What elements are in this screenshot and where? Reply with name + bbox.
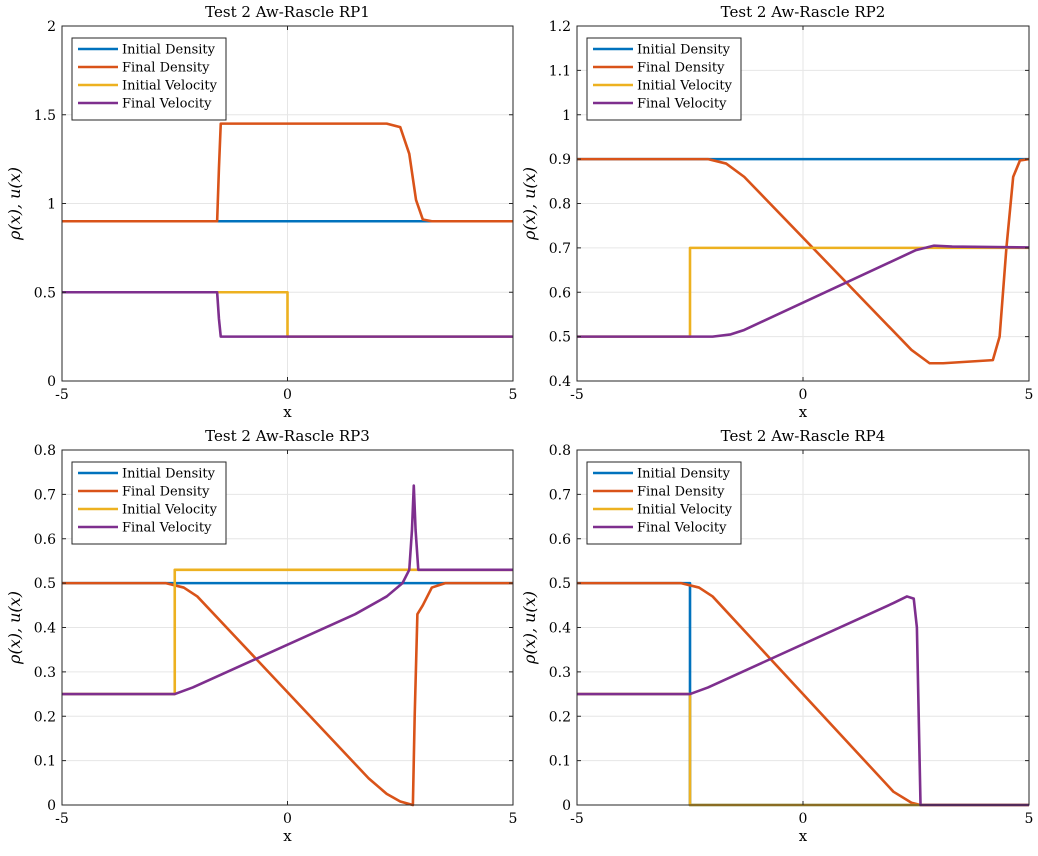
legend: Initial Density Final Density Initial Velo…: [586, 461, 742, 545]
series-line-4: [577, 595, 1029, 807]
y-tick-label: 0.5: [34, 576, 56, 592]
y-tick-label: 1.5: [34, 108, 56, 124]
legend-label: Initial Density: [637, 43, 731, 58]
legend-label: Initial Velocity: [122, 503, 218, 518]
x-tick-label: 0: [799, 811, 808, 827]
y-tick-label: 1: [47, 197, 56, 213]
series-line-4: [577, 244, 1030, 338]
chart-title: Test 2 Aw-Rascle RP4: [721, 427, 886, 445]
chart-title: Test 2 Aw-Rascle RP1: [205, 3, 370, 21]
y-tick-label: 0.6: [549, 285, 571, 301]
legend-label: Final Density: [637, 61, 725, 76]
legend-label: Initial Velocity: [122, 79, 218, 94]
series-line-4: [62, 290, 513, 338]
y-tick-label: 1: [562, 108, 571, 124]
legend-label: Initial Density: [122, 467, 216, 482]
y-tick-label: 0: [47, 798, 56, 814]
x-axis-label: x: [283, 827, 292, 845]
x-tick-label: 0: [799, 387, 808, 403]
y-tick-label: 0.5: [549, 330, 571, 346]
legend-box: [586, 461, 742, 545]
x-tick-label: -5: [55, 387, 69, 403]
x-axis-label: x: [283, 403, 292, 421]
chart-title: Test 2 Aw-Rascle RP3: [205, 427, 370, 445]
x-tick-label: -5: [55, 811, 69, 827]
x-tick-label: 5: [1025, 387, 1034, 403]
y-axis-label: ρ(x), u(x): [520, 167, 539, 241]
legend-box: [71, 461, 227, 545]
y-tick-label: 0.3: [34, 665, 56, 681]
y-tick-label: 2: [47, 19, 56, 35]
y-tick-label: 0.4: [549, 621, 571, 637]
x-axis-label: x: [799, 827, 808, 845]
y-tick-label: 1.1: [549, 63, 571, 79]
x-axis-label: x: [799, 403, 808, 421]
y-tick-label: 0.4: [549, 374, 571, 390]
y-tick-label: 0.5: [34, 285, 56, 301]
y-axis-label: ρ(x), u(x): [5, 167, 24, 241]
series-line-2: [62, 122, 513, 223]
legend-box: [586, 37, 742, 121]
legend-label: Initial Velocity: [637, 79, 733, 94]
y-tick-label: 0.6: [549, 532, 571, 548]
y-tick-label: 0.7: [549, 241, 571, 257]
legend-label: Initial Density: [122, 43, 216, 58]
y-tick-label: 0.9: [549, 152, 571, 168]
y-tick-label: 0.2: [34, 709, 56, 725]
y-tick-label: 0: [47, 374, 56, 390]
legend-label: Final Density: [122, 485, 210, 500]
legend-label: Final Velocity: [637, 97, 727, 112]
x-tick-label: -5: [570, 811, 584, 827]
legend-box: [71, 37, 227, 121]
legend-label: Initial Density: [637, 467, 731, 482]
legend: Initial Density Final Density Initial Velo…: [71, 461, 227, 545]
legend-label: Final Density: [637, 485, 725, 500]
y-tick-label: 0.4: [34, 621, 56, 637]
series-line-2: [62, 581, 513, 807]
y-tick-label: 1.2: [549, 19, 571, 35]
y-tick-label: 0.7: [34, 487, 56, 503]
series-line-2: [577, 157, 1030, 365]
x-tick-label: 0: [283, 811, 292, 827]
chart-panel-2: -5 0 5 0.4 0.5 0.6 0.7 0.8 0.9 1 1.1 1.2 Test 2 Aw-R…: [520, 3, 1033, 421]
y-tick-label: 0.7: [549, 487, 571, 503]
x-tick-label: 5: [1025, 811, 1034, 827]
y-tick-label: 0.2: [549, 709, 571, 725]
y-tick-label: 0.1: [549, 754, 571, 770]
legend-label: Final Velocity: [637, 521, 727, 536]
y-tick-label: 0.1: [34, 754, 56, 770]
x-tick-label: 0: [283, 387, 292, 403]
y-tick-label: 0: [562, 798, 571, 814]
y-tick-label: 0.8: [549, 197, 571, 213]
x-tick-label: 5: [509, 387, 518, 403]
legend: Initial Density Final Density Initial Velo…: [71, 37, 227, 121]
x-tick-label: 5: [509, 811, 518, 827]
legend-label: Final Velocity: [122, 521, 212, 536]
legend-label: Initial Velocity: [637, 503, 733, 518]
y-tick-label: 0.6: [34, 532, 56, 548]
chart-title: Test 2 Aw-Rascle RP2: [721, 3, 886, 21]
y-tick-label: 0.8: [34, 443, 56, 459]
y-tick-label: 0.5: [549, 576, 571, 592]
x-tick-label: -5: [570, 387, 584, 403]
legend-label: Final Density: [122, 61, 210, 76]
y-tick-label: 0.3: [549, 665, 571, 681]
legend-label: Final Velocity: [122, 97, 212, 112]
y-tick-label: 0.8: [549, 443, 571, 459]
y-axis-label: ρ(x), u(x): [520, 591, 539, 665]
legend: Initial Density Final Density Initial Velo…: [586, 37, 742, 121]
y-axis-label: ρ(x), u(x): [5, 591, 24, 665]
series-line-4: [62, 484, 513, 696]
